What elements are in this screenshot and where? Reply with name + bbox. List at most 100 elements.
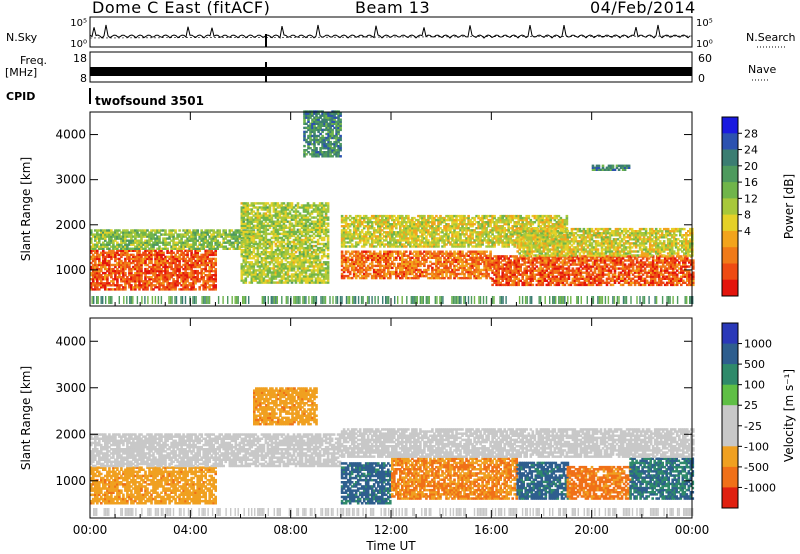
- echo-cell: [379, 214, 382, 218]
- echo-cell: [358, 239, 362, 242]
- echo-cell: [116, 247, 119, 250]
- echo-cell: [370, 239, 374, 242]
- echo-cell: [296, 242, 300, 246]
- echo-cell: [389, 245, 392, 248]
- echo-cell: [190, 247, 193, 250]
- echo-cell: [154, 257, 157, 261]
- echo-cell: [314, 224, 318, 227]
- echo-cell: [296, 238, 300, 242]
- echo-cell: [166, 271, 169, 275]
- echo-cell: [350, 243, 354, 246]
- echo-cell: [180, 243, 183, 246]
- echo-cell: [258, 220, 262, 223]
- echo-cell: [455, 264, 458, 268]
- echo-cell: [449, 252, 452, 255]
- echo-cell: [370, 276, 374, 280]
- echo-cell: [272, 204, 276, 207]
- echo-cell: [244, 248, 248, 252]
- echo-cell: [329, 132, 332, 136]
- echo-cell: [100, 282, 103, 285]
- echo-cell: [182, 235, 185, 238]
- echo-cell: [130, 233, 133, 236]
- echo-cell: [483, 260, 486, 264]
- echo-cell: [311, 153, 314, 156]
- echo-cell: [364, 231, 368, 234]
- echo-cell: [300, 251, 304, 254]
- echo-cell: [102, 282, 105, 285]
- echo-cell: [92, 276, 95, 279]
- echo-cell: [405, 264, 408, 268]
- echo-cell: [296, 279, 300, 282]
- echo-cell: [441, 216, 444, 220]
- echo-cell: [196, 259, 199, 263]
- echo-cell: [134, 237, 137, 240]
- echo-cell: [308, 275, 312, 278]
- echo-cell: [423, 216, 426, 220]
- echo-cell: [461, 270, 464, 274]
- echo-cell: [288, 216, 292, 219]
- echo-cell: [381, 221, 384, 224]
- echo-cell: [292, 261, 296, 264]
- echo-cell: [196, 231, 199, 234]
- echo-cell: [340, 231, 344, 234]
- echo-cell: [262, 263, 266, 266]
- echo-cell: [290, 261, 294, 264]
- echo-cell: [419, 231, 422, 234]
- echo-cell: [280, 208, 284, 211]
- echo-cell: [266, 246, 270, 250]
- echo-cell: [457, 272, 460, 276]
- echo-cell: [222, 229, 225, 232]
- echo-cell: [379, 254, 382, 257]
- echo-cell: [144, 267, 147, 271]
- echo-cell: [264, 238, 268, 242]
- echo-cell: [280, 265, 284, 268]
- echo-cell: [128, 284, 131, 287]
- echo-cell: [429, 250, 432, 253]
- echo-cell: [90, 239, 93, 242]
- echo-cell: [319, 147, 322, 150]
- echo-cell: [292, 206, 296, 209]
- echo-cell: [322, 248, 326, 252]
- echo-cell: [124, 249, 127, 252]
- echo-cell: [188, 235, 191, 238]
- echo-cell: [427, 256, 430, 259]
- echo-cell: [298, 265, 302, 268]
- echo-cell: [423, 233, 426, 236]
- echo-cell: [96, 286, 99, 289]
- echo-cell: [354, 252, 358, 255]
- echo-cell: [352, 245, 356, 248]
- echo-cell: [262, 265, 266, 268]
- echo-cell: [144, 247, 147, 250]
- echo-cell: [286, 267, 290, 270]
- echo-cell: [302, 248, 306, 252]
- echo-cell: [393, 237, 396, 240]
- echo-cell: [479, 262, 482, 266]
- echo-cell: [272, 234, 276, 238]
- echo-cell: [164, 245, 167, 248]
- echo-cell: [322, 204, 326, 207]
- echo-cell: [364, 268, 368, 272]
- echo-cell: [106, 269, 109, 273]
- echo-cell: [435, 229, 438, 232]
- echo-cell: [258, 281, 262, 284]
- echo-cell: [389, 239, 392, 242]
- echo-cell: [134, 249, 137, 252]
- echo-cell: [240, 255, 244, 258]
- echo-cell: [234, 241, 238, 244]
- echo-cell: [403, 216, 406, 220]
- echo-cell: [399, 233, 402, 236]
- echo-cell: [98, 257, 101, 261]
- echo-cell: [405, 272, 408, 276]
- echo-cell: [258, 226, 262, 229]
- echo-cell: [162, 280, 165, 283]
- echo-cell: [170, 288, 173, 291]
- echo-cell: [379, 270, 382, 274]
- echo-cell: [178, 259, 181, 263]
- echo-cell: [312, 251, 316, 254]
- echo-cell: [282, 218, 286, 221]
- echo-cell: [314, 261, 318, 264]
- echo-cell: [102, 231, 105, 234]
- echo-cell: [202, 280, 205, 283]
- echo-cell: [244, 273, 248, 276]
- echo-cell: [106, 261, 109, 265]
